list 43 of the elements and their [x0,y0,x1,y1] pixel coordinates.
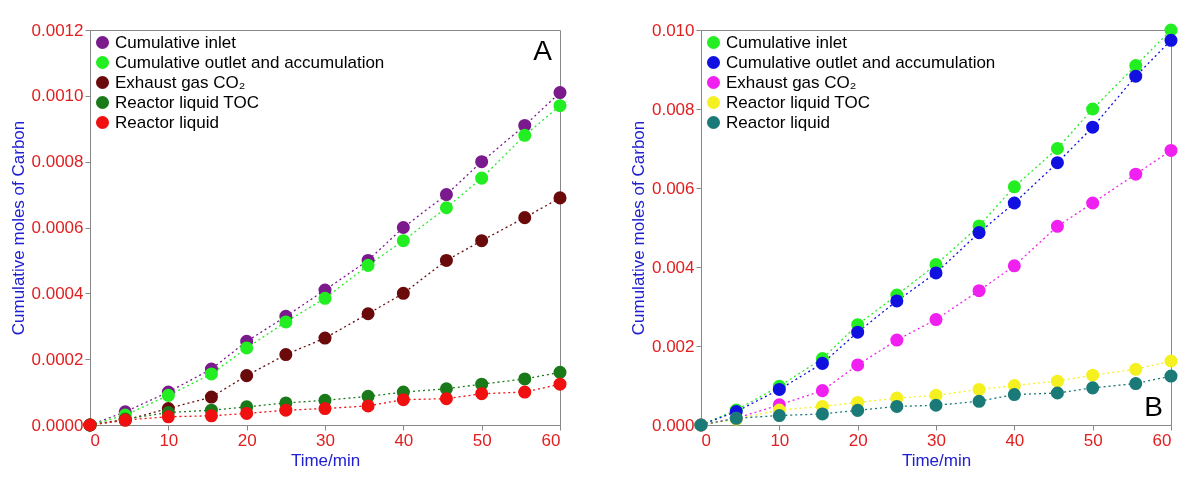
legend-label: Reactor liquid TOC [726,92,870,112]
x-tick-label: 60 [1152,430,1172,450]
y-tick-label: 0.0004 [31,283,84,303]
x-tick-label: 20 [848,430,868,450]
legend-label: Cumulative inlet [115,32,237,52]
legend-label: Cumulative outlet and accumulation [726,52,996,72]
x-tick-label: 30 [927,430,946,450]
y-tick-label: 0.0008 [31,152,84,172]
y-tick-label: 0.0002 [31,349,84,369]
x-tick-label: 40 [394,430,414,450]
x-tick-label: 60 [541,430,561,450]
x-tick-label: 10 [770,430,790,450]
x-tick-label: 0 [701,430,711,450]
x-tick-label: 50 [472,430,492,450]
x-tick-label: 10 [159,430,179,450]
y-tick-label: 0.002 [651,336,695,356]
y-tick-label: 0.0000 [31,415,84,435]
x-tick-label: 50 [1083,430,1103,450]
annotation: A [533,35,553,66]
y-tick-label: 0.004 [651,257,695,277]
y-tick-label: 0.008 [651,99,695,119]
legend-label: Reactor liquid TOC [115,92,259,112]
x-tick-label: 40 [1005,430,1025,450]
annotation: B [1144,391,1163,422]
legend-label: Exhaust gas CO₂ [115,72,246,92]
y-tick-label: 0.0010 [31,86,84,106]
x-tick-label: 30 [316,430,335,450]
legend-label: Reactor liquid [115,112,219,132]
y-axis-title: Cumulative moles of Carbon [8,120,28,336]
y-tick-label: 0.0006 [31,218,84,237]
legend-label: Cumulative outlet and accumulation [115,52,385,72]
y-tick-label: 0.000 [651,415,695,435]
y-tick-label: 0.0012 [31,20,84,40]
y-axis-title: Cumulative moles of Carbon [628,120,648,336]
x-axis-title: Time/min [901,450,972,470]
y-tick-label: 0.006 [651,178,695,198]
legend-label: Reactor liquid [726,112,830,132]
legend-label: Cumulative inlet [726,32,848,52]
y-tick-label: 0.010 [651,20,695,40]
legend-label: Exhaust gas CO₂ [726,72,857,92]
x-axis-title: Time/min [290,450,361,470]
x-tick-label: 0 [90,430,100,450]
x-tick-label: 20 [237,430,257,450]
